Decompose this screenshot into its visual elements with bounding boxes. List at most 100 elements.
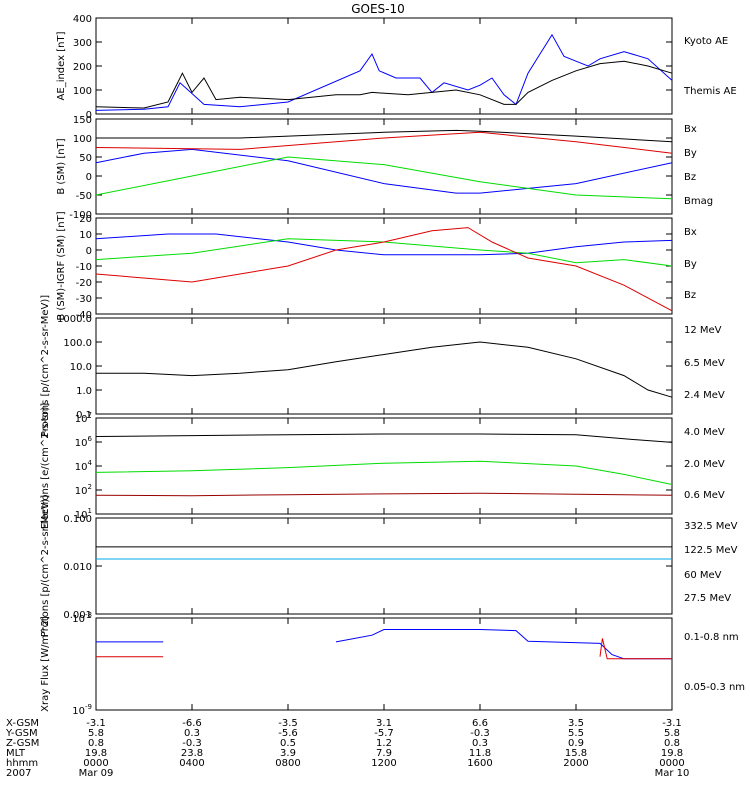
y-axis-label: Xray Flux [W/m^2] (40, 616, 51, 712)
y-tick-label: -30 (76, 294, 92, 305)
plot-frame (95, 417, 673, 515)
plot-frame (95, 17, 673, 115)
legend-label: Kyoto AE (684, 36, 728, 47)
series-line-1 (95, 148, 673, 194)
series-line-4 (96, 129, 673, 143)
legend-label: 60 MeV (684, 570, 722, 581)
legend-label: 0.1-0.8 nm (684, 632, 739, 643)
footer-value: 0.8 (88, 738, 104, 749)
panel-1: 0 100 200 300 400 AE_index [nT] Kyoto AE Themis… (56, 14, 737, 121)
legend-label: 0.05-0.3 nm (684, 682, 745, 693)
y-axis-label: B (SM) [nT] (56, 138, 67, 194)
series-line-2 (95, 60, 673, 109)
y-tick-label: 400 (73, 14, 92, 25)
y-axis-label: AE_index [nT] (56, 31, 67, 100)
panel-2: -100 -50 0 50 100 150 B (SM) [nT] Bx By Bz Bmag (56, 115, 713, 221)
y-tick-label: 10 (79, 230, 92, 241)
legend-label: 2.0 MeV (684, 459, 725, 470)
footer-value: 19.8 (661, 748, 683, 759)
footer-value: -5.7 (374, 728, 394, 739)
series-line-3 (95, 492, 673, 497)
y-tick-label: 0.010 (63, 562, 92, 573)
y-tick-label: 100.0 (63, 338, 92, 349)
footer-value: 1.2 (376, 738, 392, 749)
footer-row-label: 2007 (6, 768, 31, 779)
footer-value: 0000 (659, 758, 684, 769)
plot-frame (95, 118, 673, 215)
footer-row-label: Y-GSM (5, 728, 38, 739)
series-line-1 (96, 629, 672, 660)
footer-row-label: Z-GSM (6, 738, 39, 749)
y-axis-label: Protons [p/(cm^2-s-sr-MeV)] (40, 295, 51, 437)
legend-label: Themis AE (683, 86, 737, 97)
footer-value: 3.1 (376, 718, 392, 729)
ephemeris-footer: X-GSMY-GSMZ-GSMMLThhmm2007-3.15.80.819.8… (5, 718, 689, 779)
series-line-2 (96, 638, 672, 660)
legend-label: 4.0 MeV (684, 427, 725, 438)
footer-value: Mar 09 (79, 768, 114, 779)
footer-value: 1600 (467, 758, 492, 769)
legend-label: By (684, 148, 697, 159)
footer-value: 0000 (83, 758, 108, 769)
legend-label: 2.4 MeV (684, 390, 725, 401)
footer-value: 5.8 (88, 728, 104, 739)
footer-value: 5.8 (664, 728, 680, 739)
plot-frame (95, 617, 673, 711)
footer-value: 11.8 (469, 748, 491, 759)
y-tick-label: 0.100 (63, 514, 92, 525)
y-tick-label: 0 (86, 172, 92, 183)
footer-value: 3.9 (280, 748, 296, 759)
y-tick-label: 0 (86, 246, 92, 257)
footer-value: -6.6 (182, 718, 202, 729)
figure-title: GOES-10 (351, 2, 405, 16)
plot-frame (95, 317, 673, 415)
legend-label: Bx (684, 227, 697, 238)
footer-value: 0.9 (568, 738, 584, 749)
y-tick-label: -40 (76, 310, 92, 321)
series-line-1 (96, 341, 673, 398)
footer-row-label: X-GSM (6, 718, 39, 729)
footer-value: 7.9 (376, 748, 392, 759)
y-axis-label: Protons [p/(cm^2-s-sr-MeV)] (40, 495, 51, 637)
y-tick-label: 0 (86, 110, 92, 121)
footer-value: 15.8 (565, 748, 587, 759)
y-tick-label: 102 (75, 483, 92, 497)
y-tick-label: 50 (79, 153, 92, 164)
panel-6: 0.001 0.010 0.100 Protons [p/(cm^2-s-sr-MeV… (40, 495, 738, 637)
footer-value: 0.3 (472, 738, 488, 749)
plot-frame (95, 517, 673, 615)
panel-7: 10-9 10-8 Xray Flux [W/m^2] 0.1-0.8 nm 0.05-… (40, 611, 745, 717)
footer-value: -3.5 (278, 718, 298, 729)
panel-4: 0.1 1.0 10.0 100.0 1000.0 Protons [p/(cm^2-s-… (40, 295, 725, 437)
legend-label: Bx (684, 124, 697, 135)
footer-value: 0400 (179, 758, 204, 769)
y-tick-label: 1.0 (76, 386, 92, 397)
series-line-2 (95, 238, 673, 267)
footer-row-label: MLT (6, 748, 26, 759)
y-axis-label: Electrons [e/(cm^2-s-sr)] (40, 403, 51, 529)
series-line-2 (95, 156, 673, 200)
footer-row-label: hhmm (6, 758, 38, 769)
footer-value: 1200 (371, 758, 396, 769)
legend-label: Bmag (684, 196, 713, 207)
y-tick-label: 0.1 (76, 410, 92, 421)
y-tick-label: 20 (79, 214, 92, 225)
series-line-1 (95, 433, 673, 443)
y-tick-label: 300 (73, 38, 92, 49)
legend-label: 332.5 MeV (684, 521, 738, 532)
legend-label: 6.5 MeV (684, 358, 725, 369)
series-line-1 (95, 233, 673, 256)
y-tick-label: -100 (69, 210, 92, 221)
footer-value: 19.8 (85, 748, 107, 759)
footer-value: 0.3 (184, 728, 200, 739)
y-tick-label: -20 (76, 278, 92, 289)
y-tick-label: 104 (75, 459, 93, 473)
footer-value: 0.5 (280, 738, 296, 749)
legend-label: By (684, 259, 697, 270)
y-tick-label: 107 (75, 411, 92, 425)
series-line-2 (95, 460, 673, 485)
footer-value: 2000 (563, 758, 588, 769)
